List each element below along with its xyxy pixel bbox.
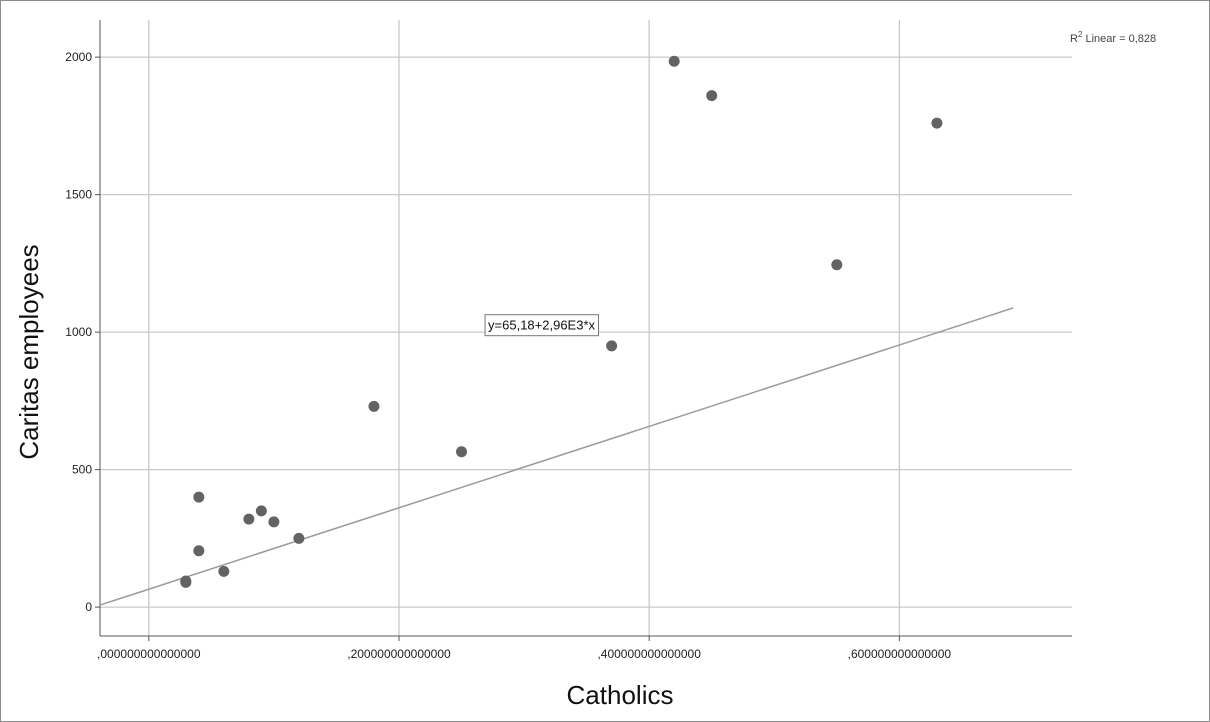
data-point-2 <box>193 545 205 557</box>
fit-line-group <box>99 307 1014 606</box>
r2-label: R2 Linear = 0,828 <box>1070 30 1156 45</box>
data-point-14 <box>831 259 843 271</box>
x-tick-label-2: ,400000000000000 <box>597 647 701 661</box>
x-axis-title: Catholics <box>567 680 674 710</box>
data-point-10 <box>456 446 468 458</box>
y-tick-label-0: 0 <box>85 600 92 614</box>
data-point-9 <box>368 400 380 412</box>
y-tick-labels: 0 500 1000 1500 2000 <box>65 50 100 614</box>
data-point-6 <box>255 505 267 517</box>
data-point-7 <box>268 516 280 528</box>
r2-superscript: 2 <box>1078 30 1083 39</box>
fit-line <box>99 307 1014 606</box>
x-tick-labels: ,000000000000000 ,200000000000000 ,4000000… <box>97 636 951 661</box>
axes <box>99 20 1072 637</box>
data-point-4 <box>218 565 230 577</box>
y-tick-label-3: 1500 <box>65 188 92 202</box>
r2-text: Linear = 0,828 <box>1082 33 1156 45</box>
y-axis-title: Caritas employees <box>14 244 44 459</box>
x-tick-label-1: ,200000000000000 <box>347 647 451 661</box>
grid-lines <box>100 20 1072 636</box>
data-point-12 <box>668 55 680 67</box>
data-point-5 <box>243 513 255 525</box>
x-tick-label-0: ,000000000000000 <box>97 647 201 661</box>
y-tick-label-1: 500 <box>72 463 92 477</box>
fit-equation: y=65,18+2,96E3*x <box>488 318 595 333</box>
data-point-3 <box>193 491 205 503</box>
data-point-11 <box>606 340 618 352</box>
data-point-8 <box>293 532 305 544</box>
fit-equation-frame <box>484 314 600 337</box>
y-tick-label-4: 2000 <box>65 50 92 64</box>
fit-equation-box: y=65,18+2,96E3*x <box>484 314 600 337</box>
data-point-13 <box>706 90 718 102</box>
data-point-15 <box>931 117 943 129</box>
y-tick-label-2: 1000 <box>65 325 92 339</box>
r2-prefix: R <box>1070 33 1078 45</box>
data-point-1 <box>180 575 192 587</box>
x-tick-label-3: ,600000000000000 <box>848 647 952 661</box>
data-points <box>180 55 943 588</box>
